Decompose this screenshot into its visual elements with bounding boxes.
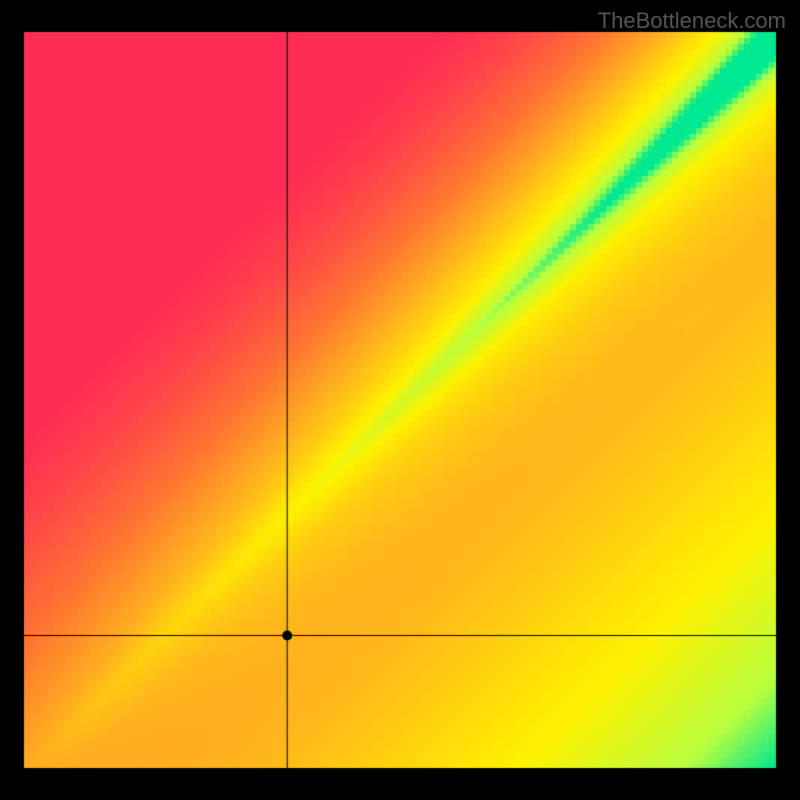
bottleneck-heatmap: [0, 0, 800, 800]
watermark-text: TheBottleneck.com: [598, 8, 786, 34]
